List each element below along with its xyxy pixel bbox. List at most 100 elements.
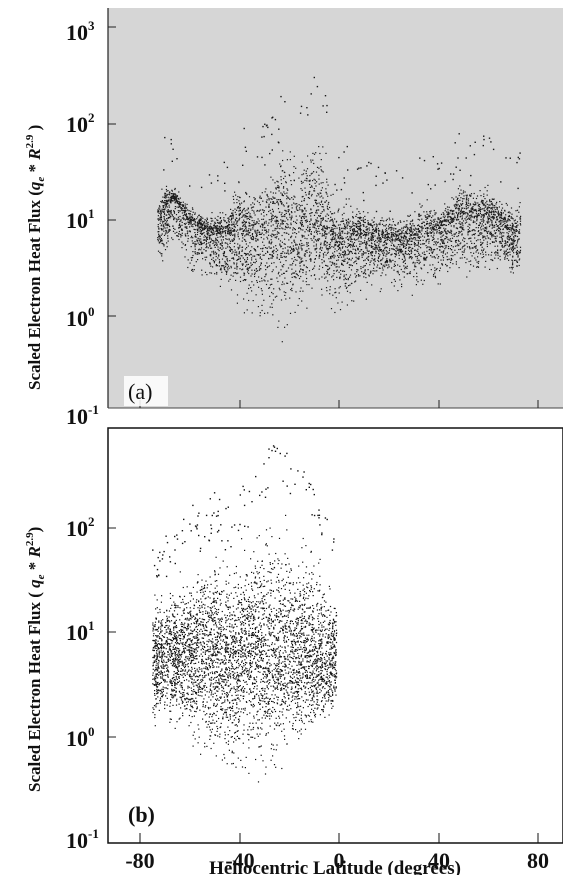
data-point (266, 266, 268, 269)
data-point (254, 223, 256, 225)
data-point (444, 203, 446, 205)
data-point (212, 257, 214, 259)
data-point (314, 239, 316, 241)
data-point (469, 218, 471, 220)
data-point (349, 284, 351, 286)
data-point (186, 215, 188, 218)
data-point (289, 227, 291, 229)
data-point (303, 200, 305, 202)
data-point (416, 234, 418, 236)
data-point (286, 159, 288, 161)
data-point (354, 281, 356, 283)
data-point (271, 291, 273, 294)
data-point (263, 211, 265, 213)
data-point (206, 218, 208, 220)
data-point (309, 186, 311, 188)
data-point (306, 243, 308, 245)
data-point (318, 238, 321, 240)
data-point (410, 234, 412, 236)
data-point (344, 232, 346, 234)
data-point (484, 223, 487, 225)
data-point (296, 244, 298, 246)
data-point (226, 271, 228, 273)
data-point (175, 197, 177, 200)
data-point (461, 227, 463, 229)
data-point (318, 268, 320, 270)
data-point (443, 220, 445, 222)
data-point (447, 219, 449, 221)
data-point (298, 256, 300, 258)
data-point (286, 217, 288, 219)
data-point (354, 248, 356, 250)
data-point (194, 235, 196, 237)
data-point (430, 232, 432, 234)
data-point (161, 201, 163, 203)
data-point (476, 217, 478, 219)
data-point (504, 209, 506, 211)
data-point (416, 250, 418, 252)
data-point (461, 251, 463, 253)
data-point (324, 227, 326, 230)
data-point (207, 238, 209, 240)
data-point (494, 226, 496, 228)
data-point (382, 252, 384, 254)
data-point (167, 217, 169, 219)
data-point (232, 195, 234, 198)
data-point (228, 230, 230, 232)
data-point (425, 245, 427, 247)
data-point (217, 257, 219, 259)
data-point (418, 237, 420, 239)
data-point (460, 212, 462, 214)
data-point (191, 269, 193, 271)
data-point (234, 235, 236, 237)
data-point (500, 233, 503, 235)
data-point (230, 265, 232, 267)
data-point (173, 212, 176, 214)
data-point (485, 238, 487, 240)
data-point (362, 224, 364, 226)
data-point (267, 224, 269, 226)
data-point (363, 219, 365, 221)
data-point (243, 274, 245, 276)
data-point (445, 228, 447, 230)
data-point (352, 244, 354, 246)
data-point (362, 220, 364, 222)
data-point (433, 255, 435, 258)
data-point (490, 233, 492, 235)
data-point (449, 261, 452, 264)
data-point (242, 222, 244, 224)
data-point (428, 242, 430, 244)
data-point (204, 234, 206, 236)
data-point (239, 258, 241, 260)
data-point (270, 239, 272, 241)
data-point (278, 287, 280, 289)
data-point (201, 243, 203, 245)
data-point (256, 233, 258, 236)
data-point (187, 218, 189, 220)
data-point (263, 238, 265, 240)
data-point (289, 214, 291, 216)
data-point (385, 259, 388, 261)
data-point (418, 252, 420, 254)
data-point (339, 236, 341, 238)
data-point (245, 229, 247, 231)
data-point (442, 234, 445, 236)
data-point (465, 201, 467, 203)
data-point (229, 242, 231, 244)
data-point (358, 252, 360, 254)
data-point (161, 255, 163, 257)
data-point (469, 215, 471, 217)
data-point (366, 257, 368, 259)
data-point (165, 192, 167, 195)
data-point (349, 236, 351, 238)
data-point (343, 254, 345, 256)
data-point (243, 279, 246, 281)
data-point (324, 231, 326, 233)
data-point (304, 237, 306, 239)
data-point (192, 211, 194, 213)
data-point (327, 214, 330, 216)
data-point (295, 291, 297, 293)
data-point (169, 229, 171, 231)
data-point (341, 243, 343, 245)
data-point (179, 203, 181, 205)
